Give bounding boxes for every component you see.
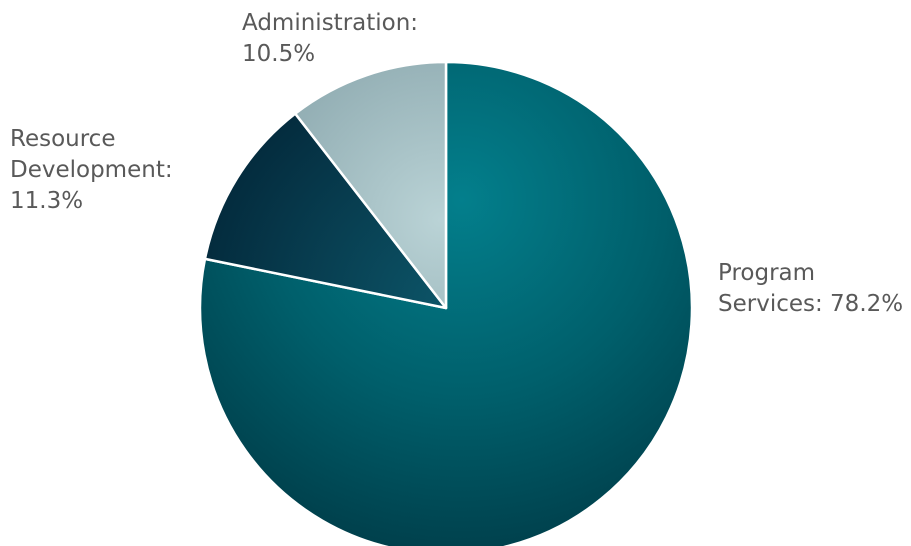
pie-slices <box>198 60 694 546</box>
slice-label-line: Administration: <box>242 10 419 36</box>
slice-label-program-services: Program Services: 78.2% <box>718 258 903 320</box>
slice-label-line: 11.3% <box>10 188 84 214</box>
slice-label-line: 10.5% <box>242 41 316 67</box>
slice-label-line: Program <box>718 260 816 286</box>
slice-label-line: Development: <box>10 157 173 183</box>
slice-label-resource-development: Resource Development: 11.3% <box>10 124 173 217</box>
pie-slice-administration <box>293 60 448 310</box>
pie-slice-program-services <box>198 60 694 546</box>
slice-label-administration: Administration: 10.5% <box>242 8 418 70</box>
pie-slice-resource-development <box>203 112 448 310</box>
slice-label-line: Services: 78.2% <box>718 291 904 317</box>
slice-label-line: Resource <box>10 126 116 152</box>
